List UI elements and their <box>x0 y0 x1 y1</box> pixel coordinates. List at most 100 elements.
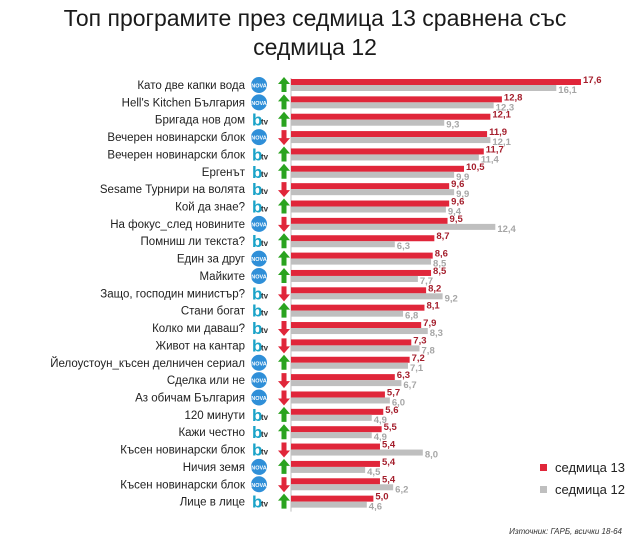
bar-week13 <box>291 183 450 190</box>
arrow-up-icon <box>278 163 290 179</box>
bar-week12 <box>291 362 408 369</box>
arrow-up-icon <box>278 250 290 266</box>
nova-logo-icon <box>251 215 267 232</box>
value-label-week12: 4,9 <box>374 415 387 426</box>
bar-week12 <box>291 432 372 439</box>
value-label-week13: 9,6 <box>451 179 464 190</box>
nova-logo-text: NOVA <box>251 136 267 142</box>
nova-logo-text: NOVA <box>251 396 267 402</box>
bar-week13 <box>291 408 384 415</box>
nova-logo-text: NOVA <box>251 84 267 90</box>
btv-logo-icon: b <box>252 406 262 425</box>
value-label-week13: 5,4 <box>382 457 396 468</box>
bar-week13 <box>291 165 465 172</box>
bar-week12 <box>291 345 420 352</box>
bar-week13 <box>291 148 484 155</box>
category-label: Колко ми даваш? <box>152 323 245 335</box>
chart-title: Топ програмите през седмица 13 сравнена … <box>0 4 630 62</box>
btv-logo-text: tv <box>261 205 269 214</box>
category-label: Кой да знае? <box>175 202 245 214</box>
nova-logo-icon <box>251 77 267 93</box>
btv-logo-text: tv <box>261 326 269 335</box>
btv-logo-text: tv <box>261 170 269 179</box>
category-label: Ничия земя <box>183 462 245 474</box>
category-label: Hell's Kitchen България <box>122 97 245 109</box>
arrow-up-icon <box>278 77 290 92</box>
bar-week13 <box>291 217 448 224</box>
value-label-week13: 12,1 <box>492 110 511 121</box>
arrow-up-icon <box>278 406 290 422</box>
bar-week12 <box>291 328 428 335</box>
btv-logo-text: tv <box>261 430 269 439</box>
value-label-week13: 17,6 <box>583 75 602 86</box>
btv-logo-icon: b <box>252 336 262 355</box>
category-label: Помниш ли текста? <box>141 236 245 248</box>
bar-week13 <box>291 356 410 363</box>
btv-logo-icon: b <box>252 423 262 442</box>
value-label-week12: 16,1 <box>558 85 577 96</box>
btv-logo-text: tv <box>261 291 269 300</box>
value-label-week12: 7,7 <box>420 276 433 287</box>
nova-logo-text: NOVA <box>251 222 267 228</box>
arrow-down-icon <box>278 130 290 146</box>
category-label: Аз обичам България <box>135 392 245 404</box>
value-label-week12: 6,7 <box>403 380 416 391</box>
value-label-week13: 5,4 <box>382 440 396 451</box>
category-label: Стани богат <box>181 306 246 318</box>
category-label: Майките <box>199 271 245 283</box>
arrow-up-icon <box>278 354 290 370</box>
bar-week13 <box>291 96 502 103</box>
value-label-week12: 9,3 <box>446 120 459 131</box>
btv-logo-text: tv <box>261 309 269 318</box>
value-label-week12: 9,2 <box>445 293 458 304</box>
arrow-down-icon <box>278 216 290 232</box>
arrow-up-icon <box>278 111 290 127</box>
btv-logo-icon: b <box>252 198 262 217</box>
arrow-up-icon <box>278 267 290 283</box>
bar-week12 <box>291 397 390 404</box>
value-label-week13: 8,6 <box>435 249 448 260</box>
arrow-down-icon <box>278 338 290 354</box>
nova-logo-icon <box>251 458 267 475</box>
value-label-week13: 11,7 <box>486 144 504 155</box>
nova-logo-text: NOVA <box>251 257 267 263</box>
category-label: Вечерен новинарски блок <box>107 132 246 144</box>
arrow-up-icon <box>278 233 290 249</box>
legend-item-previous: седмица 12 <box>540 478 625 500</box>
value-label-week12: 4,5 <box>367 467 381 478</box>
value-label-week13: 8,1 <box>426 301 440 312</box>
chart-title-line2: седмица 12 <box>253 34 377 60</box>
bar-week13 <box>291 304 425 311</box>
value-label-week13: 6,3 <box>397 370 410 381</box>
btv-logo-icon: b <box>252 493 262 512</box>
bar-week13 <box>291 200 450 207</box>
bar-week12 <box>291 310 404 317</box>
btv-logo-icon: b <box>252 319 262 338</box>
bar-week12 <box>291 484 394 491</box>
arrow-up-icon <box>278 424 290 440</box>
arrow-up-icon <box>278 146 290 162</box>
legend-label-current: седмица 13 <box>555 459 625 475</box>
btv-logo-text: tv <box>261 187 269 196</box>
bar-week13 <box>291 252 433 259</box>
bar-week12 <box>291 119 445 126</box>
value-label-week12: 8,0 <box>425 450 438 461</box>
value-label-week13: 5,7 <box>387 387 400 398</box>
bar-week12 <box>291 466 366 473</box>
bar-week13 <box>291 374 395 381</box>
arrow-down-icon <box>278 373 290 389</box>
value-label-week13: 5,0 <box>375 492 388 503</box>
btv-logo-text: tv <box>261 239 269 248</box>
value-label-week13: 8,2 <box>428 283 441 294</box>
value-label-week12: 7,8 <box>422 345 435 356</box>
category-label: Кажи честно <box>178 427 245 439</box>
value-label-week13: 9,6 <box>451 197 464 208</box>
bar-week12 <box>291 293 443 300</box>
arrow-down-icon <box>278 182 290 198</box>
value-label-week12: 6,2 <box>395 484 408 495</box>
value-label-week13: 8,5 <box>433 266 447 277</box>
category-label: Защо, господин министър? <box>100 288 245 300</box>
category-label: Йелоустоун_късен делничен сериал <box>50 357 245 370</box>
value-label-week12: 8,3 <box>430 328 443 339</box>
